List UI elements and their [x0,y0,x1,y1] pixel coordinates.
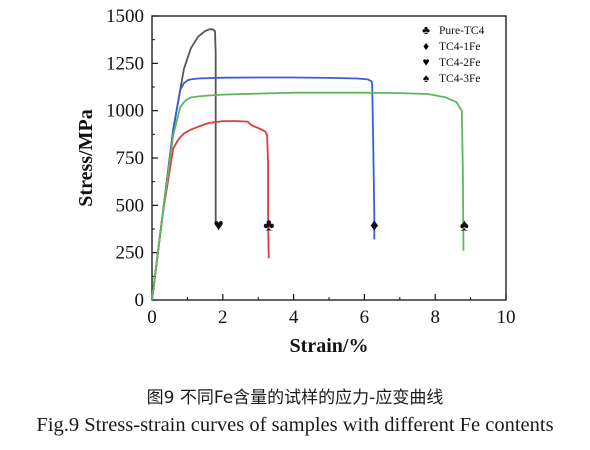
fracture-markers: ♥ ♣ ♦ ♠ [214,215,469,234]
legend-label: TC4-2Fe [439,57,481,69]
legend-label: TC4-3Fe [439,73,481,85]
fracture-marker: ♠ [460,215,469,234]
figure-caption-chinese: 图9 不同Fe含量的试样的应力-应变曲线 [146,388,444,408]
x-tick-label: 8 [430,307,440,328]
legend-symbol: ♥ [422,55,429,69]
series-line-3 [151,120,270,301]
series-line-1 [151,28,217,301]
legend-label: TC4-1Fe [439,41,481,53]
series-layer [151,28,465,301]
axes: 0 2 4 6 8 10 0 250 500 750 1000 1250 1500 [106,6,516,328]
legend-symbol: ♣ [422,23,430,37]
x-tick-label: 4 [289,307,299,328]
x-tick-label: 0 [147,307,157,328]
legend-label: Pure-TC4 [439,25,485,37]
legend: ♣ Pure-TC4 ♦ TC4-1Fe ♥ TC4-2Fe ♠ TC4-3Fe [422,23,485,85]
y-tick-label: 1500 [106,6,144,27]
fracture-marker: ♣ [263,215,274,234]
series-line-4 [151,91,465,301]
series-line-2 [151,76,376,301]
legend-symbol: ♦ [423,39,429,53]
fracture-marker: ♥ [214,215,224,234]
x-tick-label: 10 [497,307,516,328]
y-tick-label: 1250 [106,53,144,74]
y-tick-label: 250 [116,243,145,264]
stress-strain-chart: 0 2 4 6 8 10 0 250 500 750 1000 1250 1500 ♥ ♣ ♦ ♠ ♣ Pure… [75,6,516,357]
x-tick-label: 6 [360,307,370,328]
figure-caption-english: Fig.9 Stress-strain curves of samples wi… [36,414,554,436]
fracture-marker: ♦ [370,215,379,234]
y-axis-title: Stress/MPa [75,109,97,206]
x-tick-label: 2 [218,307,228,328]
y-tick-label: 750 [116,148,145,169]
y-tick-label: 0 [135,290,145,311]
y-tick-label: 1000 [106,101,144,122]
legend-symbol: ♠ [423,71,430,85]
y-tick-label: 500 [116,195,145,216]
x-axis-title: Strain/% [290,335,369,357]
